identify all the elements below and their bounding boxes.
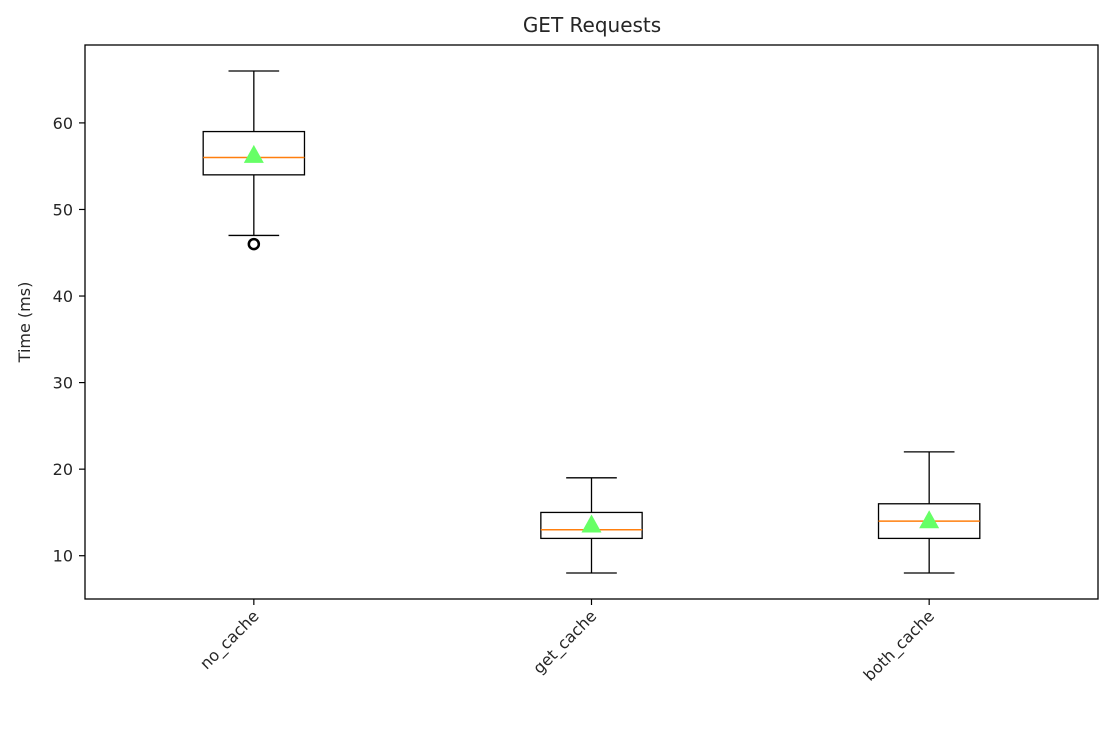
chart-title: GET Requests [523,13,661,37]
mean-marker [919,510,940,529]
y-axis-label: Time (ms) [15,282,34,364]
x-tick-label: get_cache [529,606,601,678]
mean-marker [581,514,602,533]
chart-marks: 10 20 30 40 50 60 no_cache get_cache both_cache [53,70,981,685]
x-tick-label: both_cache [860,606,939,685]
y-tick-label: 50 [53,200,73,219]
y-tick-label: 10 [53,547,73,566]
box-iqr [540,511,643,540]
mean-marker [243,144,264,163]
box-iqr [202,130,306,176]
y-tick-label: 20 [53,460,73,479]
y-tick-label: 40 [53,287,73,306]
y-tick-label: 30 [53,374,73,393]
y-tick-label: 60 [53,114,73,133]
x-tick-label: no_cache [196,606,263,673]
outlier-point [247,237,261,251]
